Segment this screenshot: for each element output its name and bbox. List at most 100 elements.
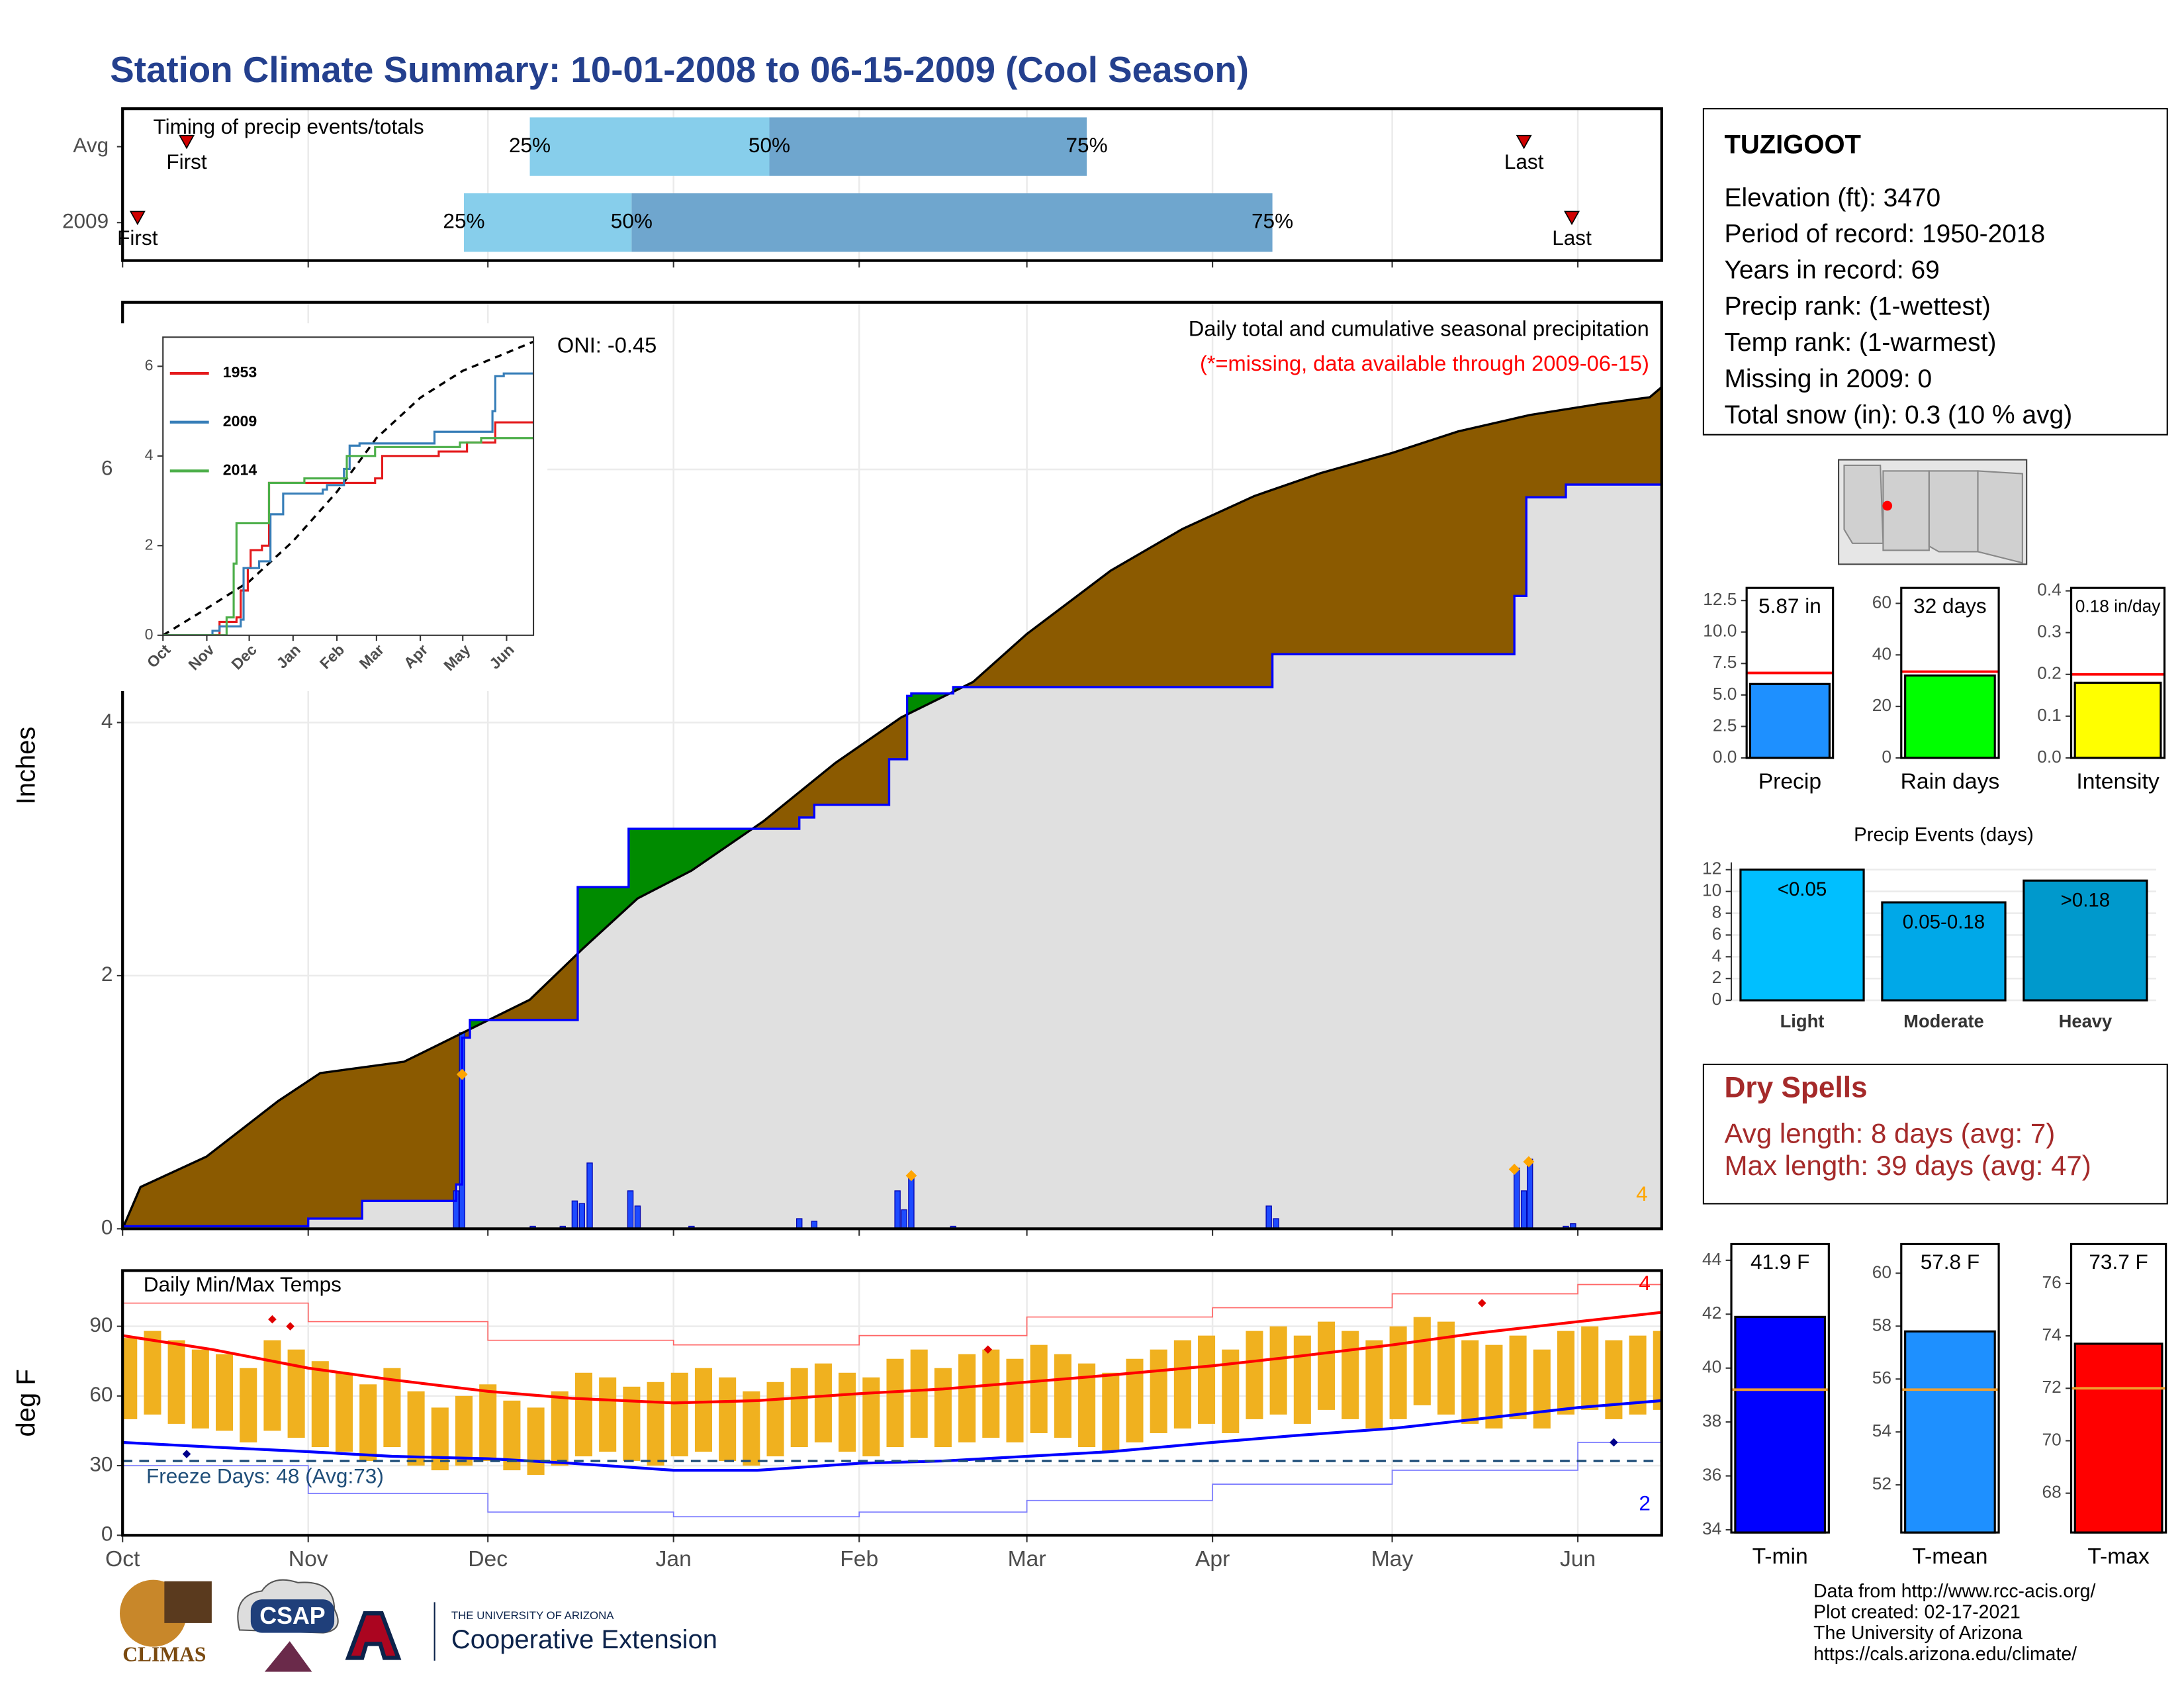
y-tick-label: 36 (1702, 1465, 1721, 1485)
temp-bar (359, 1384, 377, 1462)
y-tick-label: 30 (89, 1452, 113, 1476)
y-tick-label: 54 (1872, 1421, 1891, 1440)
quantile-label: 50% (749, 133, 790, 157)
temp-bar (1318, 1321, 1336, 1410)
temp-bar (982, 1349, 1000, 1438)
temp-bar (1150, 1349, 1167, 1433)
daily-bar (634, 1205, 641, 1229)
logos: CLIMAS CSAP THE UNIVERSITY OF ARIZONA Co… (119, 1579, 717, 1672)
avg-low-line (122, 1399, 1662, 1472)
x-tick-label: Dec (468, 1547, 508, 1571)
annotation: ONI: -0.45 (557, 333, 657, 357)
record-marker (1610, 1438, 1618, 1447)
freeze-label: Freeze Days: 48 (Avg:73) (146, 1464, 384, 1488)
plot-frame (121, 301, 1663, 1231)
plot-frame (162, 336, 535, 636)
temp-bar (335, 1372, 353, 1452)
y-tick-label: 38 (1702, 1411, 1721, 1430)
corner-label: 4 (1639, 1271, 1651, 1295)
logo-text: THE UNIVERSITY OF ARIZONA (451, 1609, 614, 1622)
value-label: 57.8 F (1921, 1250, 1979, 1274)
y-tick-label: 6 (101, 455, 113, 479)
value-label: 0.18 in/day (2075, 596, 2161, 616)
y-tick-label: 0 (101, 1522, 113, 1546)
y-tick-label: 4 (101, 709, 113, 733)
y-axis-label: Inches (12, 727, 41, 805)
y-tick-label: 10 (1702, 880, 1721, 900)
temp-bar (216, 1354, 234, 1431)
temp-bar (167, 1340, 185, 1424)
temp-bar (407, 1391, 425, 1466)
temp-bar (839, 1372, 856, 1452)
daily-bar (901, 1209, 907, 1229)
temp-bar (886, 1358, 904, 1448)
station-line: Temp rank: (1-warmest) (1724, 328, 1996, 357)
bar (1904, 1330, 1996, 1534)
timing-label: First (166, 150, 207, 173)
record-marker (1523, 1156, 1535, 1168)
y-tick-label: 2 (1712, 967, 1722, 987)
quartile-bar (529, 117, 770, 176)
temp-bar (1246, 1331, 1263, 1419)
quantile-label: 75% (1251, 209, 1293, 233)
y-tick-label: 4 (1712, 945, 1722, 965)
daily-bar (908, 1175, 915, 1229)
category-label: Intensity (2076, 770, 2160, 794)
legend-label: 2014 (223, 461, 257, 478)
temp-bar (694, 1368, 712, 1452)
temp-bar (766, 1382, 784, 1457)
x-tick-label: Oct (105, 1547, 140, 1571)
temp-bar (814, 1363, 832, 1442)
daily-bar (1265, 1205, 1272, 1229)
logo-text: Cooperative Extension (451, 1625, 717, 1654)
reference-line (163, 340, 534, 635)
station-name: TUZIGOOT (1724, 130, 1860, 160)
temp-bar (1054, 1354, 1071, 1438)
y-tick-label: 58 (1872, 1315, 1891, 1335)
category-label: T-max (2087, 1544, 2150, 1569)
series-line (163, 437, 534, 635)
record-marker (268, 1315, 277, 1324)
temp-bar (1557, 1331, 1575, 1415)
corner-label: 4 (1636, 1182, 1648, 1205)
temp-bar (1198, 1335, 1216, 1424)
locator-map (1838, 459, 2028, 565)
daily-bar (811, 1221, 818, 1229)
temp-bar (551, 1391, 569, 1466)
quantile-label: 50% (611, 209, 653, 233)
average-line (121, 386, 1662, 1229)
bar (1904, 674, 1996, 759)
category-label: Precip (1758, 770, 1821, 794)
y-tick-label: 7.5 (1713, 652, 1737, 672)
csap-mountain (264, 1641, 312, 1672)
temp-bar (623, 1386, 641, 1462)
legend-label: 2009 (223, 412, 257, 430)
station-box (1702, 108, 2168, 436)
series-line (163, 372, 534, 635)
timing-label: Last (1552, 226, 1592, 250)
map-state (1882, 470, 1930, 551)
temp-bar (670, 1372, 688, 1457)
y-tick-label: 60 (1872, 592, 1891, 612)
x-tick-label: Feb (840, 1547, 878, 1571)
y-tick-label: 0 (1712, 989, 1722, 1009)
temp-bar (122, 1338, 138, 1419)
daily-bar (796, 1218, 803, 1229)
station-line: Period of record: 1950-2018 (1724, 220, 2045, 248)
bar (2023, 879, 2148, 1002)
temp-bar (743, 1391, 760, 1466)
y-tick-label: 90 (89, 1313, 113, 1336)
y-tick-label: 42 (1702, 1303, 1721, 1323)
temp-bar (1461, 1340, 1479, 1424)
csap-badge (250, 1599, 335, 1633)
daily-bar (1520, 1190, 1527, 1229)
y-tick-label: 0 (145, 626, 154, 643)
bar (1881, 901, 2007, 1002)
bar (2073, 1342, 2163, 1534)
avg-high-line (122, 1311, 1662, 1405)
bar-label: >0.18 (2061, 890, 2111, 912)
timing-marker (179, 134, 195, 150)
timing-label: First (117, 226, 158, 250)
station-dot (1882, 500, 1893, 511)
